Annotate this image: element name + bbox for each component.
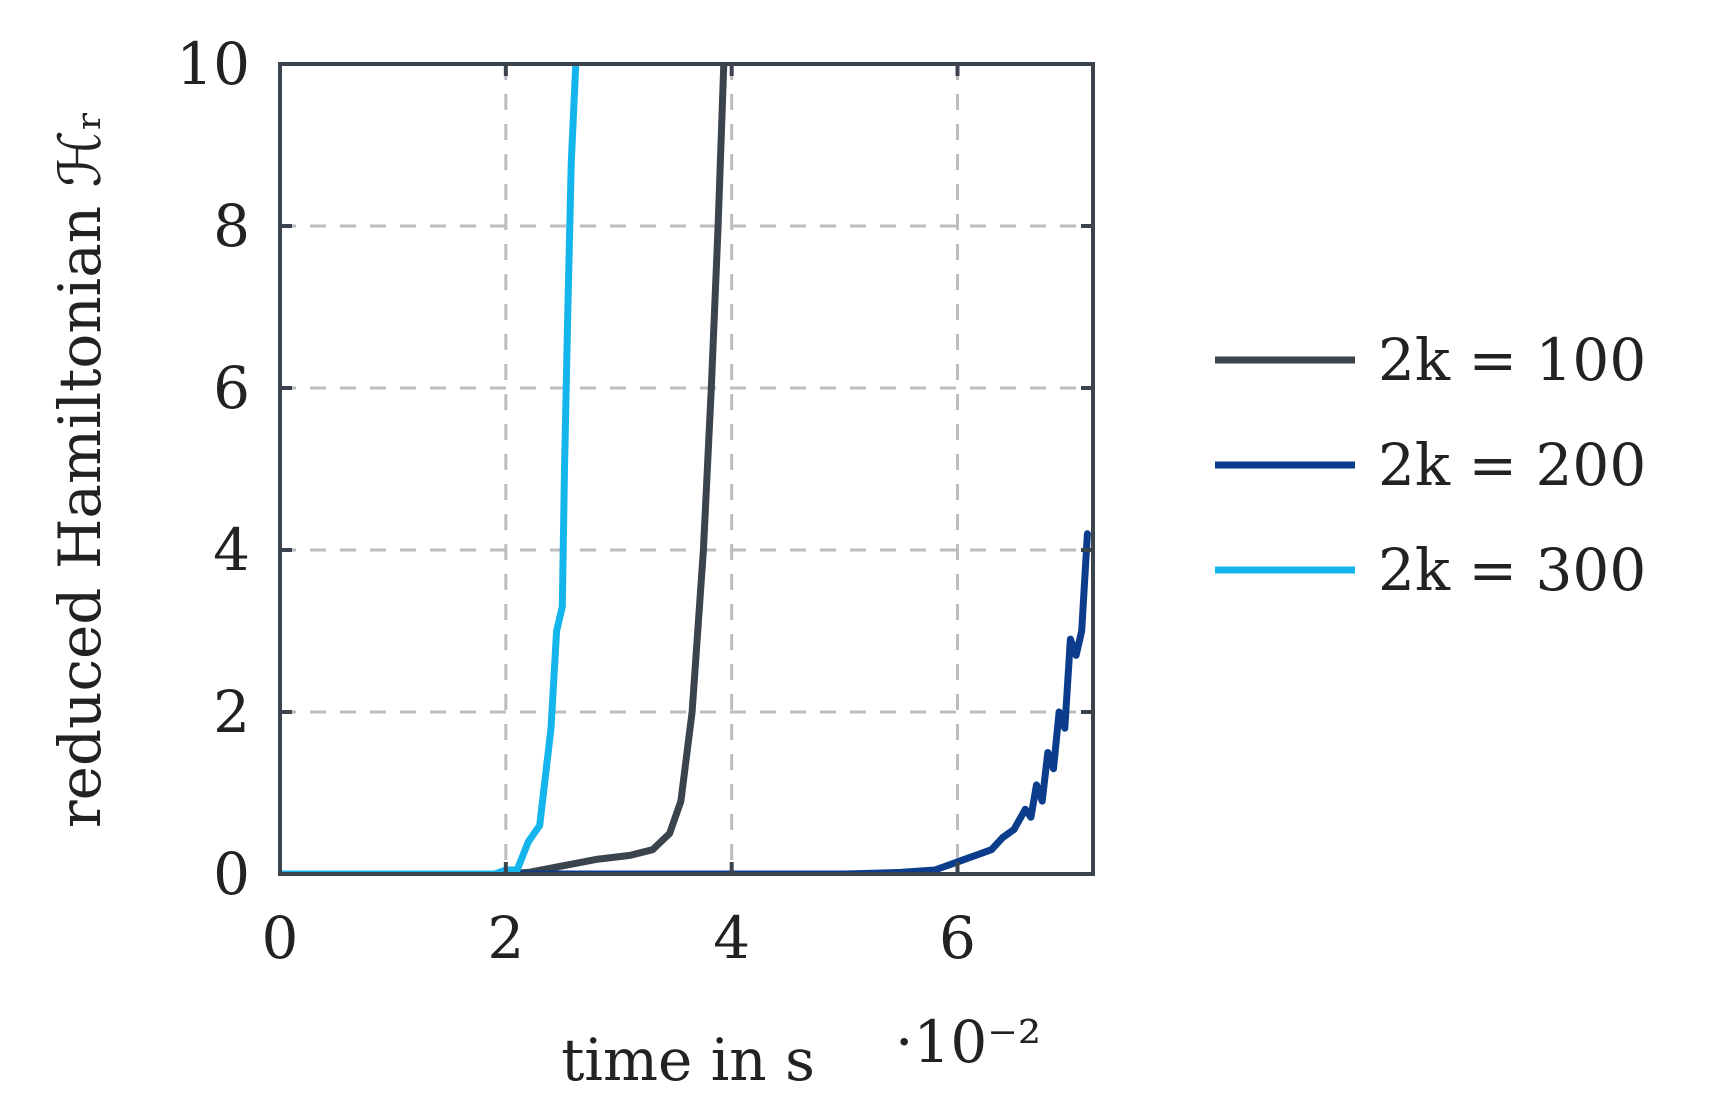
plot-frame [278,62,1095,876]
y-tick-label: 6 [213,354,250,422]
series-line [280,64,580,874]
y-tick-label: 0 [213,840,250,908]
x-tick-label: 6 [939,904,976,972]
legend-label: 2k = 100 [1378,326,1646,394]
grid [280,64,1093,874]
legend-label: 2k = 200 [1378,431,1646,499]
x-tick-label: 2 [487,904,524,972]
legend: 2k = 100 2k = 200 2k = 300 [1215,326,1646,604]
series-lines [280,64,1091,874]
y-tick-label: 2 [213,678,250,746]
y-tick-label: 4 [213,516,250,584]
x-tick-label: 4 [713,904,750,972]
x-axis-label: time in s [561,1026,815,1094]
axis-ticks: 0 2 4 6 0 2 4 6 8 10 [176,30,1093,972]
series-line [280,530,1091,874]
series-line [280,64,728,874]
x-tick-label: 0 [262,904,299,972]
y-tick-label: 8 [213,192,250,260]
x-axis-scale-label: ·10⁻² [895,1008,1041,1076]
y-axis-label: reduced Hamiltonian ℋᵣ [46,110,114,828]
y-tick-label: 10 [176,30,250,98]
legend-label: 2k = 300 [1378,536,1646,604]
